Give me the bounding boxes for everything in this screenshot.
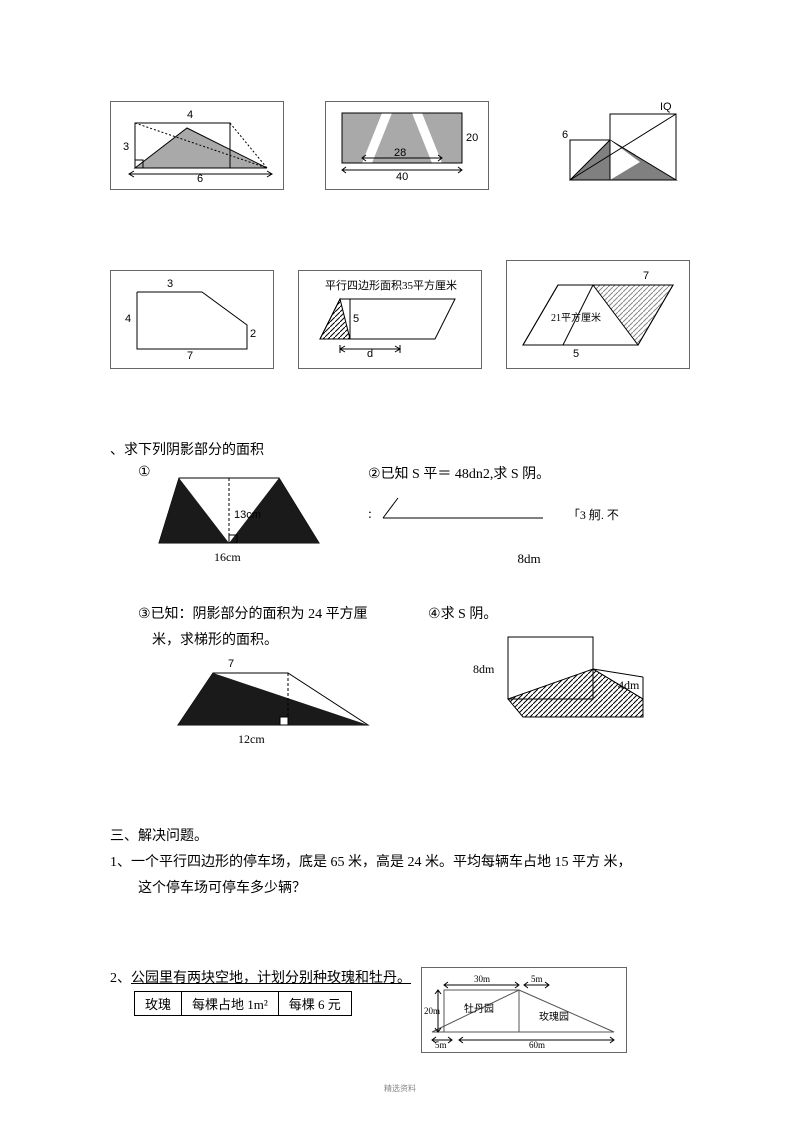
q2-text: 公园里有两块空地，计划分别种玫瑰和牡丹。 — [131, 971, 411, 986]
fig-r2-parallelogram-21: 7 21平方厘米 5 — [506, 260, 690, 369]
q2-num: 2、 — [110, 971, 131, 986]
line-graphic — [378, 493, 548, 523]
p4-text: 求 S 阴。 — [441, 607, 498, 622]
section-3-heading: 三、解决问题。 — [110, 825, 690, 845]
label-4dm: 4dm — [618, 678, 640, 692]
problem-4: ④求 S 阴。 8dm 4dm — [428, 603, 690, 734]
fig-r1-two-squares: IQ 6 — [530, 100, 690, 190]
label-bottom: 7 — [187, 350, 193, 362]
label-5m-t: 5m — [531, 974, 543, 984]
q1-u2: 米。平均每辆车占地 — [422, 855, 555, 870]
num-4: ④ — [428, 605, 441, 621]
label-left: 3 — [123, 141, 129, 153]
q1-a: 一个平行四边形的停车场，底是 — [131, 855, 331, 870]
label-right: 2 — [250, 328, 256, 340]
label-h: 5 — [353, 313, 359, 325]
p3-val: 24 — [308, 607, 322, 622]
rose-table: 玫瑰 每棵占地 1m² 每棵 6 元 — [134, 991, 352, 1016]
figure-row-2: 3 4 2 7 平行四边形面积35平方厘米 5 d 7 — [110, 260, 690, 369]
fig-r1-rectangle-triangle: 4 3 6 — [110, 101, 284, 190]
q1-line2: 这个停车场可停车多少辆？ — [138, 877, 690, 897]
q1-u3: 平方 米， — [569, 855, 632, 870]
aside-text: 「3 舸. 不 — [568, 506, 619, 523]
question-2: 2、公园里有两块空地，计划分别种玫瑰和牡丹。 玫瑰 每棵占地 1m² 每棵 6 … — [110, 967, 690, 1053]
label-60m: 60m — [529, 1040, 545, 1050]
label-12cm: 12cm — [238, 732, 265, 746]
num-2: ② — [368, 465, 381, 481]
label-16cm: 16cm — [214, 550, 241, 564]
label-7: 7 — [228, 658, 234, 670]
label-30m: 30m — [474, 974, 490, 984]
problem-3: ③已知：阴影部分的面积为 24 平方厘 米，求梯形的面积。 7 12cm — [138, 603, 428, 755]
label-d: d — [367, 348, 373, 360]
fig-r2-pentagon: 3 4 2 7 — [110, 270, 274, 369]
label-right: 20 — [466, 132, 478, 144]
p3-post: 平方厘 — [322, 607, 368, 622]
problem-2: ②已知 S 平＝ 48dn2,求 S 阴。 : 「3 舸. 不 8dm — [368, 463, 690, 567]
question-1: 1、一个平行四边形的停车场，底是 65 米，高是 24 米。平均每辆车占地 15… — [110, 851, 690, 897]
shaded-tri — [320, 299, 350, 339]
p3-pre: 已知：阴影部分的面积为 — [151, 607, 309, 622]
q1-v3: 15 — [555, 855, 569, 870]
shaded-tri-right — [593, 285, 673, 345]
q1-num: 1、 — [110, 855, 131, 870]
q1-u1: 米，高是 — [345, 855, 408, 870]
label-peony: 牡丹园 — [464, 1002, 494, 1015]
label-8dm: 8dm — [473, 662, 495, 676]
rose-tri — [432, 990, 614, 1032]
figure-row-1: 4 3 6 28 40 20 — [110, 100, 690, 190]
label-six: 6 — [562, 129, 568, 141]
label-13cm: 13cm — [234, 509, 261, 521]
label-8dm: 8dm — [368, 551, 690, 567]
shaded-triangle — [135, 128, 267, 168]
label-20m: 20m — [424, 1006, 440, 1016]
num-3: ③ — [138, 605, 151, 621]
garden-figure: 30m 5m 牡丹园 玫瑰园 20m 5m 60m — [421, 967, 627, 1053]
q1-v1: 65 — [331, 855, 345, 870]
shaded-parallelogram — [508, 669, 643, 717]
cell-area: 每棵占地 1m² — [182, 992, 279, 1016]
label-left: 4 — [125, 313, 131, 325]
label-bottom: 5 — [573, 348, 579, 360]
pentagon-outline — [137, 292, 247, 349]
cell-price: 每棵 6 元 — [278, 992, 351, 1016]
label-inner: 28 — [394, 147, 406, 159]
label-bottom: 6 — [197, 173, 203, 183]
fig-r1-v-stripe: 28 40 20 — [325, 101, 489, 190]
p2-text: 已知 S 平＝ 48dn2,求 S 阴。 — [381, 467, 551, 482]
cell-rose: 玫瑰 — [135, 992, 182, 1016]
num-1: ① — [138, 463, 151, 479]
label-iq: IQ — [660, 101, 672, 113]
label-21: 21平方厘米 — [551, 311, 601, 324]
p3-line2: 米，求梯形的面积。 — [152, 629, 428, 649]
shade-bottom-tri — [178, 673, 368, 725]
label-top: 3 — [167, 278, 173, 290]
q1-v2: 24 — [408, 855, 422, 870]
label-outer: 40 — [396, 171, 408, 183]
footer-text: 精选资料 — [110, 1083, 690, 1094]
shaded-area-heading: 、求下列阴影部分的面积 — [110, 439, 690, 459]
fig-r2-parallelogram-35: 平行四边形面积35平方厘米 5 d — [298, 270, 482, 369]
label-rose: 玫瑰园 — [539, 1010, 569, 1023]
label-top: 4 — [187, 109, 193, 121]
label-5m-b: 5m — [435, 1040, 447, 1050]
problem-1: ① 13cm 16cm — [138, 463, 368, 573]
title-35: 平行四边形面积35平方厘米 — [325, 278, 457, 292]
label-top: 7 — [643, 270, 649, 282]
shade-left — [159, 478, 229, 543]
